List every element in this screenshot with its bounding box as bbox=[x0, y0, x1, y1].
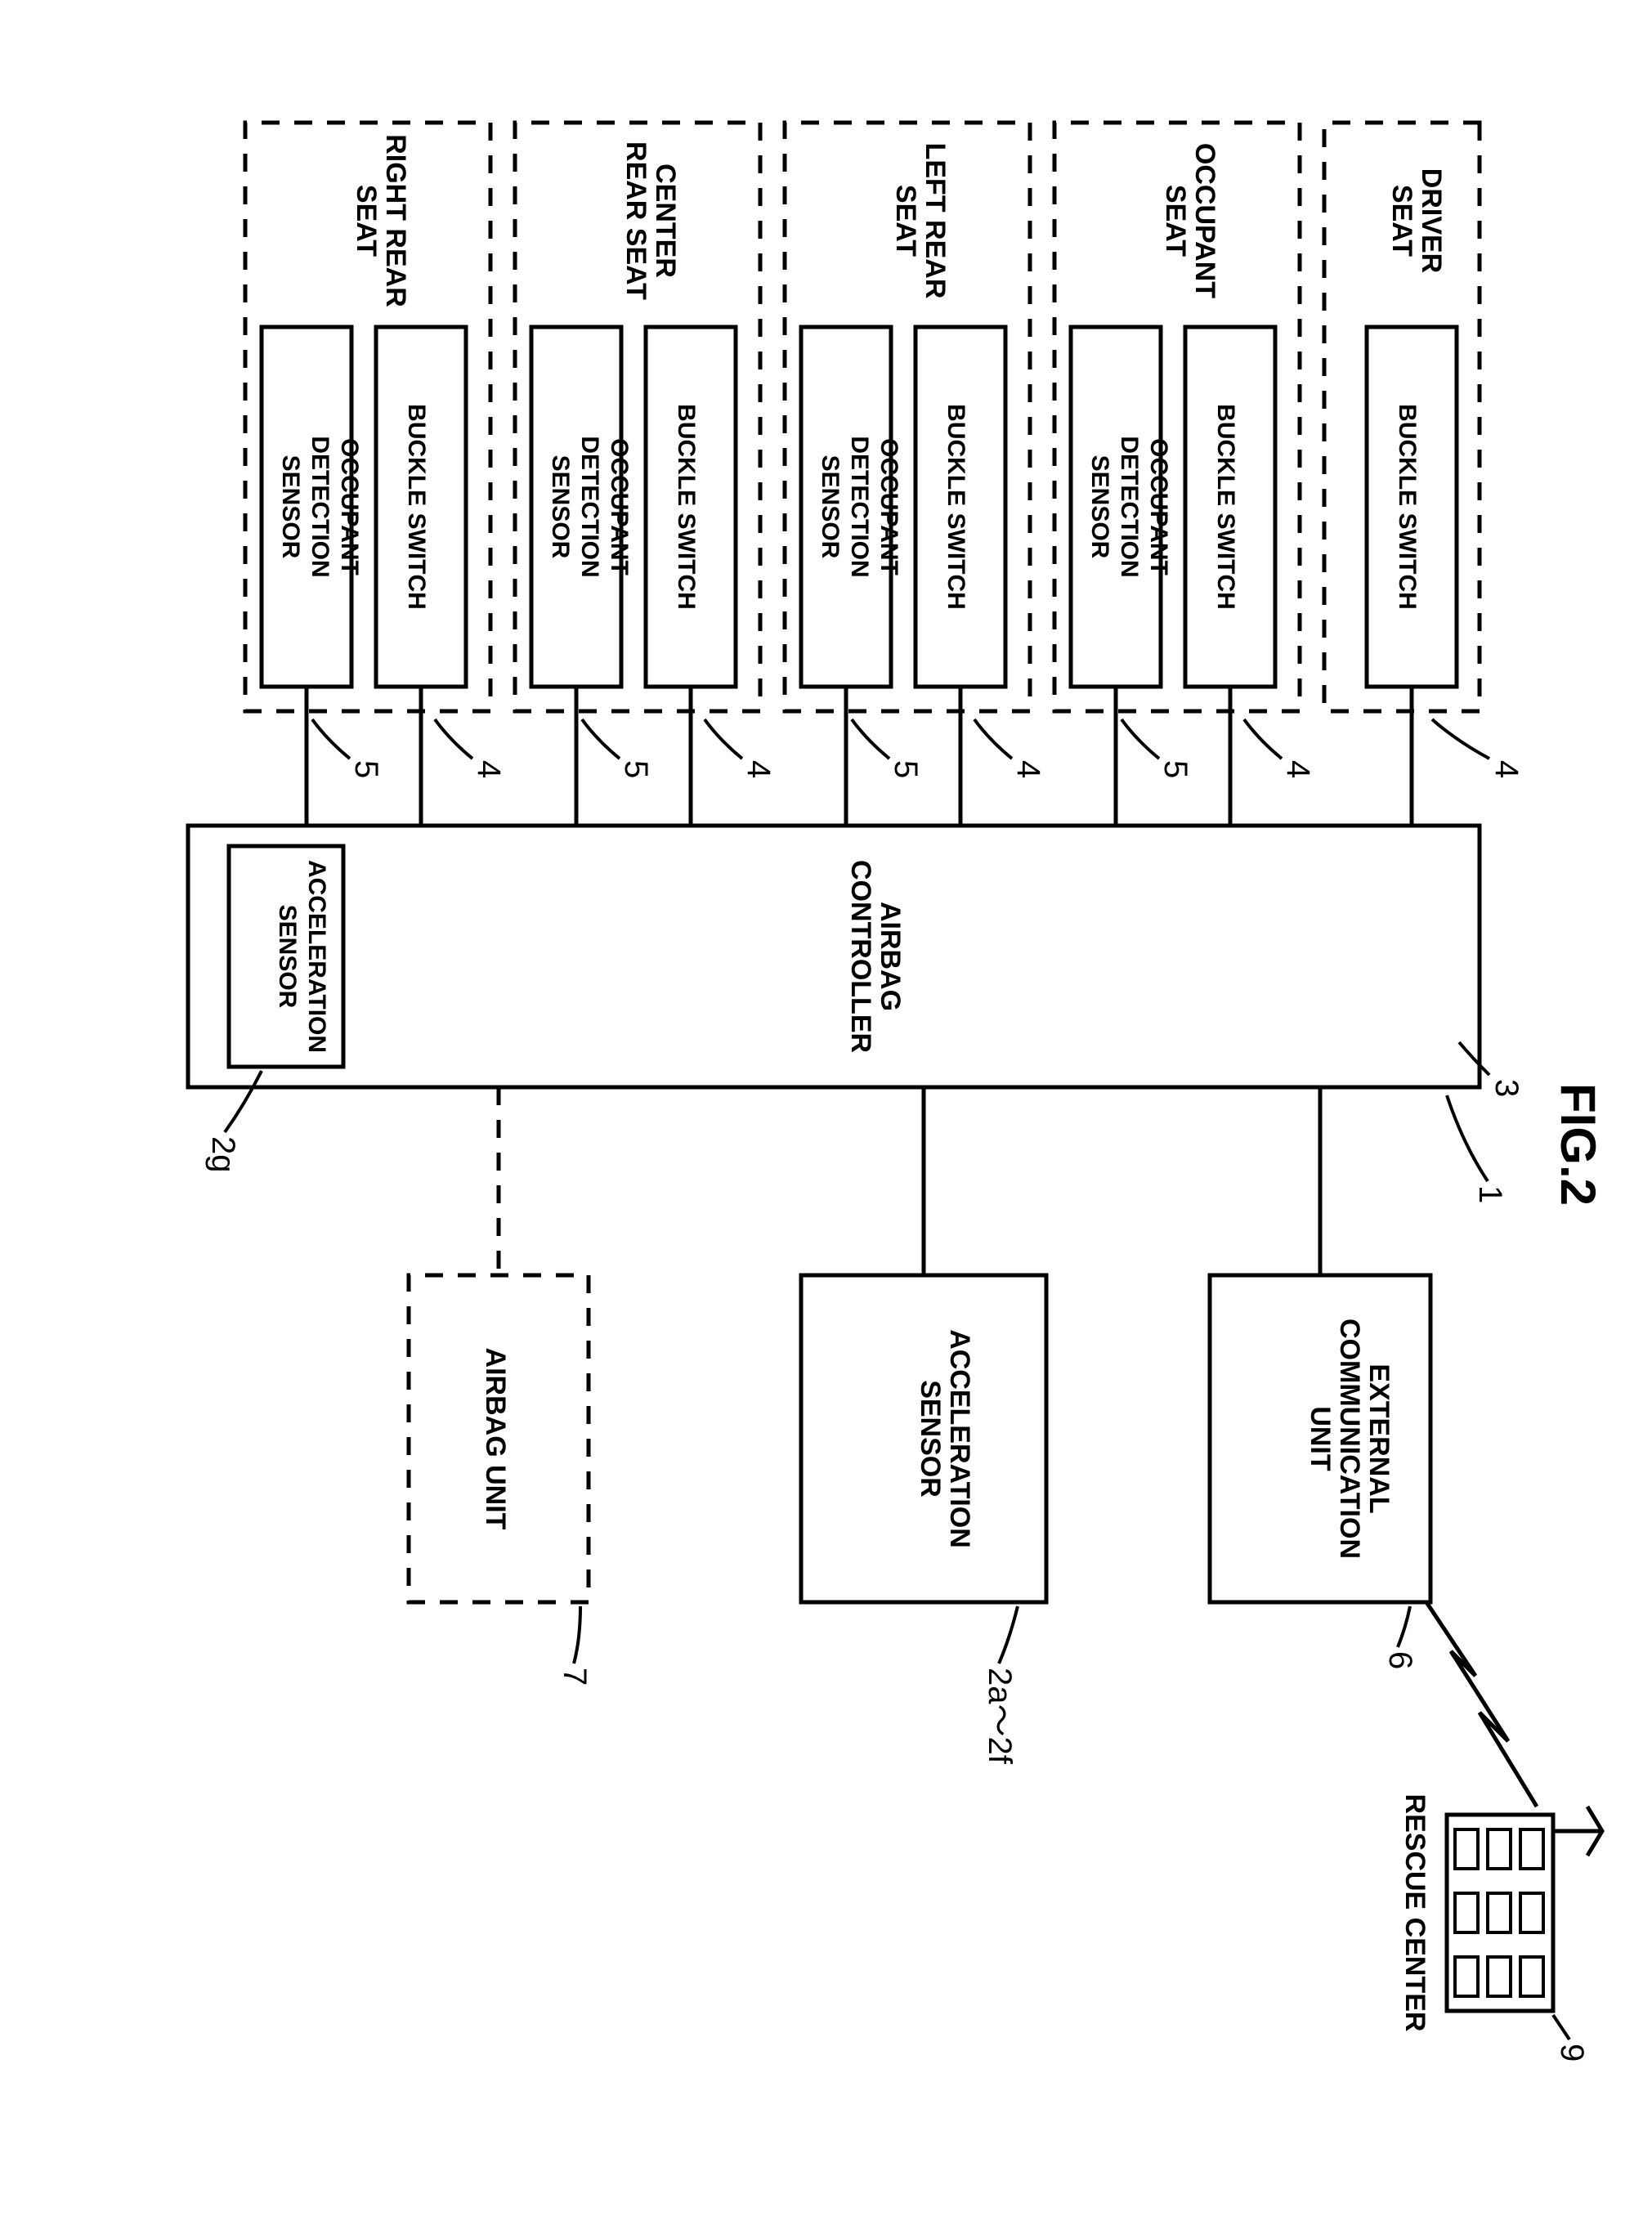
seat-label: LEFT REARSEAT bbox=[890, 143, 951, 299]
rescue-center: RESCUE CENTER 9 bbox=[1399, 1794, 1602, 2062]
ref-rescue: 9 bbox=[1554, 2044, 1590, 2062]
figure-title: FIG.2 bbox=[1551, 1083, 1605, 1206]
seat-label: OCCUPANTSEAT bbox=[1160, 143, 1220, 298]
buckle-switch-label: BUCKLE SWITCH bbox=[673, 404, 700, 610]
ref-accel-inner: 2g bbox=[205, 1136, 241, 1173]
leader-buckle-0 bbox=[1432, 719, 1489, 759]
seat-group-occupant: OCCUPANTSEAT BUCKLE SWITCH OCCUPANTDETEC… bbox=[1054, 123, 1316, 826]
leader-controller bbox=[1459, 1042, 1489, 1075]
leader-rescue bbox=[1553, 2015, 1569, 2040]
buckle-switch-label: BUCKLE SWITCH bbox=[1394, 404, 1421, 610]
controller-label: AIRBAGCONTROLLER bbox=[845, 860, 906, 1053]
ref-occ-1: 5 bbox=[1157, 760, 1193, 778]
seat-label: CENTERREAR SEAT bbox=[620, 141, 681, 300]
occ-sensor-label: OCCUPANTDETECTIONSENSOR bbox=[817, 436, 902, 577]
buckle-switch-label: BUCKLE SWITCH bbox=[942, 404, 969, 610]
leader-buckle-3 bbox=[705, 719, 742, 759]
seat-group-left-rear: LEFT REARSEAT BUCKLE SWITCH OCCUPANTDETE… bbox=[785, 123, 1046, 826]
ref-buckle-3: 4 bbox=[741, 760, 777, 778]
airbag-controller: AIRBAGCONTROLLER 3 bbox=[188, 826, 1524, 1097]
ref-occ-3: 5 bbox=[618, 760, 654, 778]
buckle-switch-label: BUCKLE SWITCH bbox=[403, 404, 430, 610]
leader-occ-1 bbox=[1121, 719, 1159, 759]
rescue-building-box bbox=[1447, 1815, 1553, 2011]
ref-system: 1 bbox=[1472, 1185, 1508, 1203]
wireless-link bbox=[1426, 1602, 1537, 1807]
seat-group-center-rear: CENTERREAR SEAT BUCKLE SWITCH OCCUPANTDE… bbox=[515, 123, 777, 826]
rescue-label: RESCUE CENTER bbox=[1399, 1794, 1430, 2032]
ref-buckle-2: 4 bbox=[1010, 760, 1046, 778]
ref-buckle-4: 4 bbox=[471, 760, 507, 778]
seat-label: RIGHT REARSEAT bbox=[351, 134, 411, 307]
seat-label: DRIVERSEAT bbox=[1386, 168, 1447, 273]
seat-group-right-rear: RIGHT REARSEAT BUCKLE SWITCH OCCUPANTDET… bbox=[245, 123, 507, 826]
leader-occ-2 bbox=[852, 719, 889, 759]
leader-occ-4 bbox=[312, 719, 350, 759]
accel-sensor-ext: ACCELERATIONSENSOR 2a～2f bbox=[801, 1087, 1046, 1765]
controller-box bbox=[188, 826, 1480, 1087]
airbag-unit-label: AIRBAG UNIT bbox=[480, 1348, 511, 1530]
leader-buckle-4 bbox=[435, 719, 472, 759]
wireless-zigzag-icon bbox=[1426, 1602, 1537, 1807]
rescue-windows-icon bbox=[1455, 1829, 1543, 1996]
ref-occ-2: 5 bbox=[888, 760, 924, 778]
leader-system bbox=[1447, 1095, 1488, 1181]
diagram-svg: FIG.2 1 DRIVERSEAT BUCKLE SWITCH 4 OCCUP… bbox=[0, 0, 1651, 2221]
leader-buckle-1 bbox=[1244, 719, 1282, 759]
airbag-unit: AIRBAG UNIT 7 bbox=[409, 1087, 593, 1686]
seat-group-driver: DRIVERSEAT BUCKLE SWITCH 4 bbox=[1324, 123, 1524, 826]
leader-occ-3 bbox=[582, 719, 620, 759]
buckle-switch-label: BUCKLE SWITCH bbox=[1212, 404, 1239, 610]
leader-accel-ext bbox=[999, 1606, 1018, 1664]
leader-accel-inner bbox=[225, 1071, 262, 1132]
diagram-root: FIG.2 1 DRIVERSEAT BUCKLE SWITCH 4 OCCUP… bbox=[0, 0, 1651, 1652]
occ-sensor-label: OCCUPANTDETECTIONSENSOR bbox=[547, 436, 633, 577]
leader-ext-comm bbox=[1398, 1606, 1410, 1647]
ref-buckle-1: 4 bbox=[1280, 760, 1316, 778]
leader-buckle-2 bbox=[974, 719, 1012, 759]
accel-ext-label: ACCELERATIONSENSOR bbox=[915, 1329, 975, 1548]
ref-airbag-unit: 7 bbox=[557, 1668, 593, 1686]
leader-airbag-unit bbox=[574, 1606, 580, 1664]
ref-ext-comm: 6 bbox=[1382, 1651, 1418, 1669]
ref-controller: 3 bbox=[1489, 1079, 1524, 1097]
ref-accel-ext: 2a～2f bbox=[982, 1668, 1018, 1765]
occ-sensor-label: OCCUPANTDETECTIONSENSOR bbox=[277, 436, 363, 577]
ext-comm-label: EXTERNALCOMMUNICATIONUNIT bbox=[1305, 1319, 1395, 1559]
accel-inner-label: ACCELERATIONSENSOR bbox=[274, 860, 330, 1053]
ref-buckle-0: 4 bbox=[1489, 760, 1524, 778]
ref-occ-4: 5 bbox=[348, 760, 384, 778]
accel-sensor-inner: ACCELERATIONSENSOR 2g bbox=[205, 846, 343, 1173]
external-comm-unit: EXTERNALCOMMUNICATIONUNIT 6 bbox=[1210, 1087, 1430, 1669]
occ-sensor-label: OCCUPANTDETECTIONSENSOR bbox=[1086, 436, 1172, 577]
